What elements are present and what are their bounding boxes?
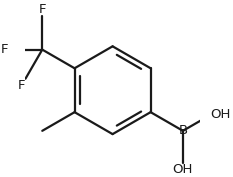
Text: F: F: [18, 79, 25, 92]
Text: OH: OH: [173, 162, 193, 176]
Text: F: F: [1, 43, 9, 56]
Text: OH: OH: [210, 109, 231, 121]
Text: F: F: [38, 3, 46, 16]
Text: B: B: [178, 124, 188, 137]
